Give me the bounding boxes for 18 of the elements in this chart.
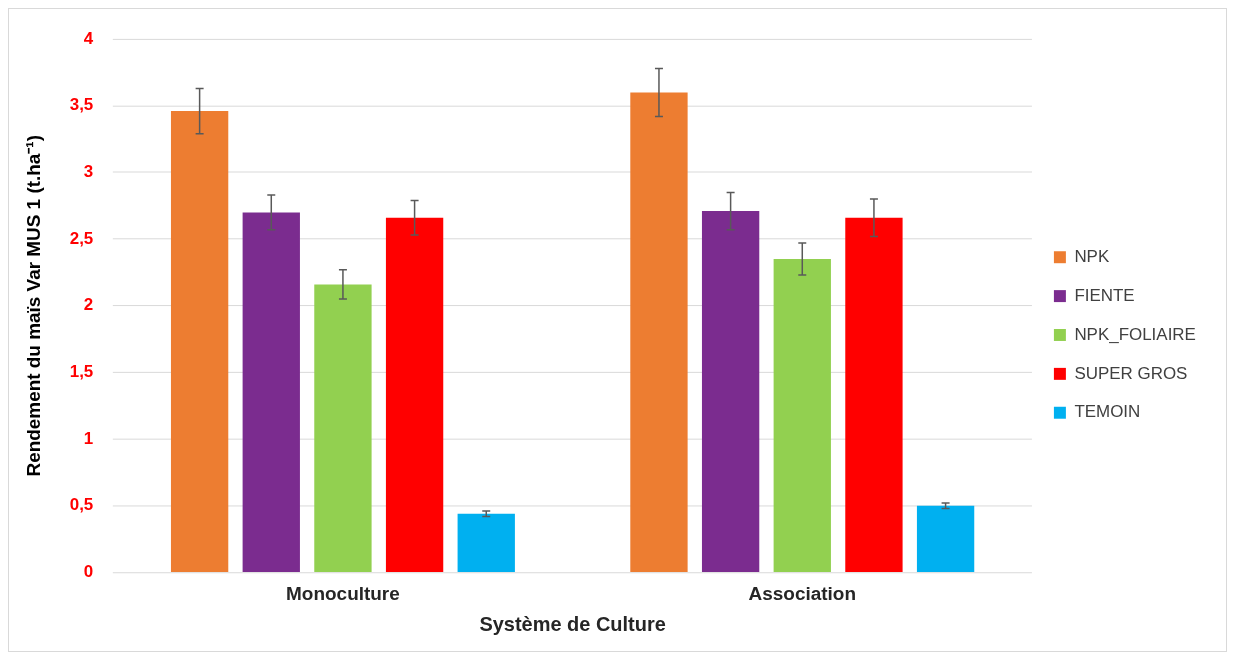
y-axis-title: Rendement du maïs Var MUS 1 (t.ha⁻¹) [22,135,44,477]
legend-label: NPK_FOLIAIRE [1074,324,1196,344]
legend-label: TEMOIN [1074,402,1141,422]
y-tick-label: 2,5 [69,228,94,248]
y-tick-label: 3 [83,162,94,182]
legend-label: NPK [1074,246,1110,266]
x-tick-label: Association [748,583,856,604]
x-axis-title: Système de Culture [479,612,666,635]
y-tick-label: 4 [83,28,94,48]
y-tick-label: 2 [83,295,94,315]
y-tick-label: 0 [83,562,94,582]
y-tick-label: 1,5 [69,362,94,382]
y-tick-label: 3,5 [69,95,94,115]
legend-label: FIENTE [1074,285,1135,305]
y-tick-label: 0,5 [69,495,94,515]
x-tick-label: Monoculture [286,583,400,604]
y-tick-label: 1 [83,428,94,448]
legend-label: SUPER GROS [1074,363,1188,383]
